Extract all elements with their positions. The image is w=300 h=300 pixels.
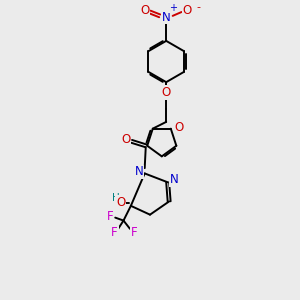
Text: O: O <box>121 134 130 146</box>
Text: O: O <box>183 4 192 17</box>
Text: O: O <box>140 4 150 17</box>
Text: +: + <box>169 3 177 13</box>
Text: -: - <box>196 2 200 12</box>
Text: F: F <box>107 210 114 223</box>
Text: F: F <box>130 226 137 239</box>
Text: N: N <box>162 11 171 24</box>
Text: H: H <box>112 194 119 203</box>
Text: O: O <box>174 121 184 134</box>
Text: N: N <box>170 173 178 186</box>
Text: F: F <box>111 226 118 239</box>
Text: O: O <box>162 86 171 99</box>
Text: O: O <box>116 196 125 209</box>
Text: N: N <box>135 166 144 178</box>
